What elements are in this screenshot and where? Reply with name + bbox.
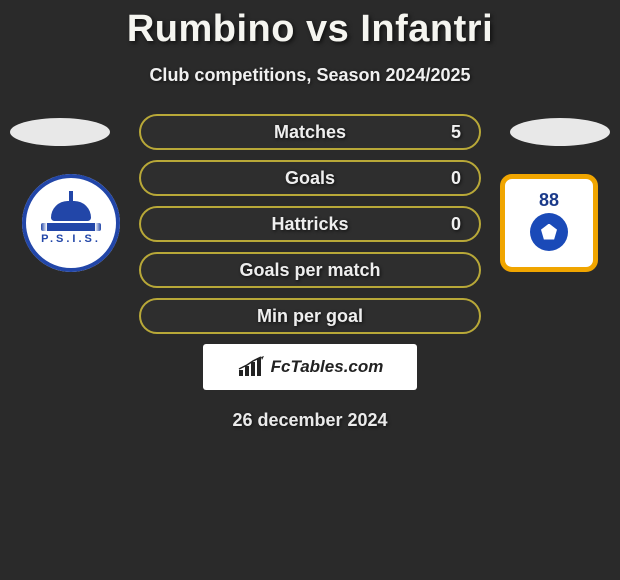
barito-crest: 88 — [500, 174, 598, 272]
crest-right-text: 88 — [539, 190, 559, 211]
page-title: Rumbino vs Infantri — [0, 0, 620, 51]
player-slot-right — [510, 118, 610, 146]
crest-wing-icon — [41, 223, 101, 231]
club-crest-right: 88 — [500, 174, 598, 272]
stat-row-min-per-goal: Min per goal — [139, 298, 481, 334]
crest-dome-icon — [51, 201, 91, 221]
brand-badge[interactable]: FcTables.com — [203, 344, 417, 390]
stat-value: 5 — [451, 122, 461, 143]
player-slot-left — [10, 118, 110, 146]
brand-text: FcTables.com — [271, 357, 384, 377]
soccer-ball-icon — [530, 213, 568, 251]
psis-crest: P.S.I.S. — [22, 174, 120, 272]
stat-row-goals-per-match: Goals per match — [139, 252, 481, 288]
stat-label: Matches — [274, 122, 346, 143]
stat-label: Min per goal — [257, 306, 363, 327]
stat-row-matches: Matches 5 — [139, 114, 481, 150]
stat-label: Hattricks — [271, 214, 348, 235]
stat-value: 0 — [451, 214, 461, 235]
comparison-area: P.S.I.S. 88 Matches 5 Goals 0 Hattricks … — [0, 114, 620, 431]
stat-value: 0 — [451, 168, 461, 189]
subtitle: Club competitions, Season 2024/2025 — [0, 65, 620, 86]
club-crest-left: P.S.I.S. — [22, 174, 120, 272]
crest-left-text: P.S.I.S. — [41, 233, 101, 245]
bar-chart-icon — [237, 356, 265, 378]
date-line: 26 december 2024 — [0, 410, 620, 431]
stat-label: Goals per match — [239, 260, 380, 281]
stat-row-goals: Goals 0 — [139, 160, 481, 196]
stat-row-hattricks: Hattricks 0 — [139, 206, 481, 242]
stat-rows: Matches 5 Goals 0 Hattricks 0 Goals per … — [139, 114, 481, 334]
stat-label: Goals — [285, 168, 335, 189]
